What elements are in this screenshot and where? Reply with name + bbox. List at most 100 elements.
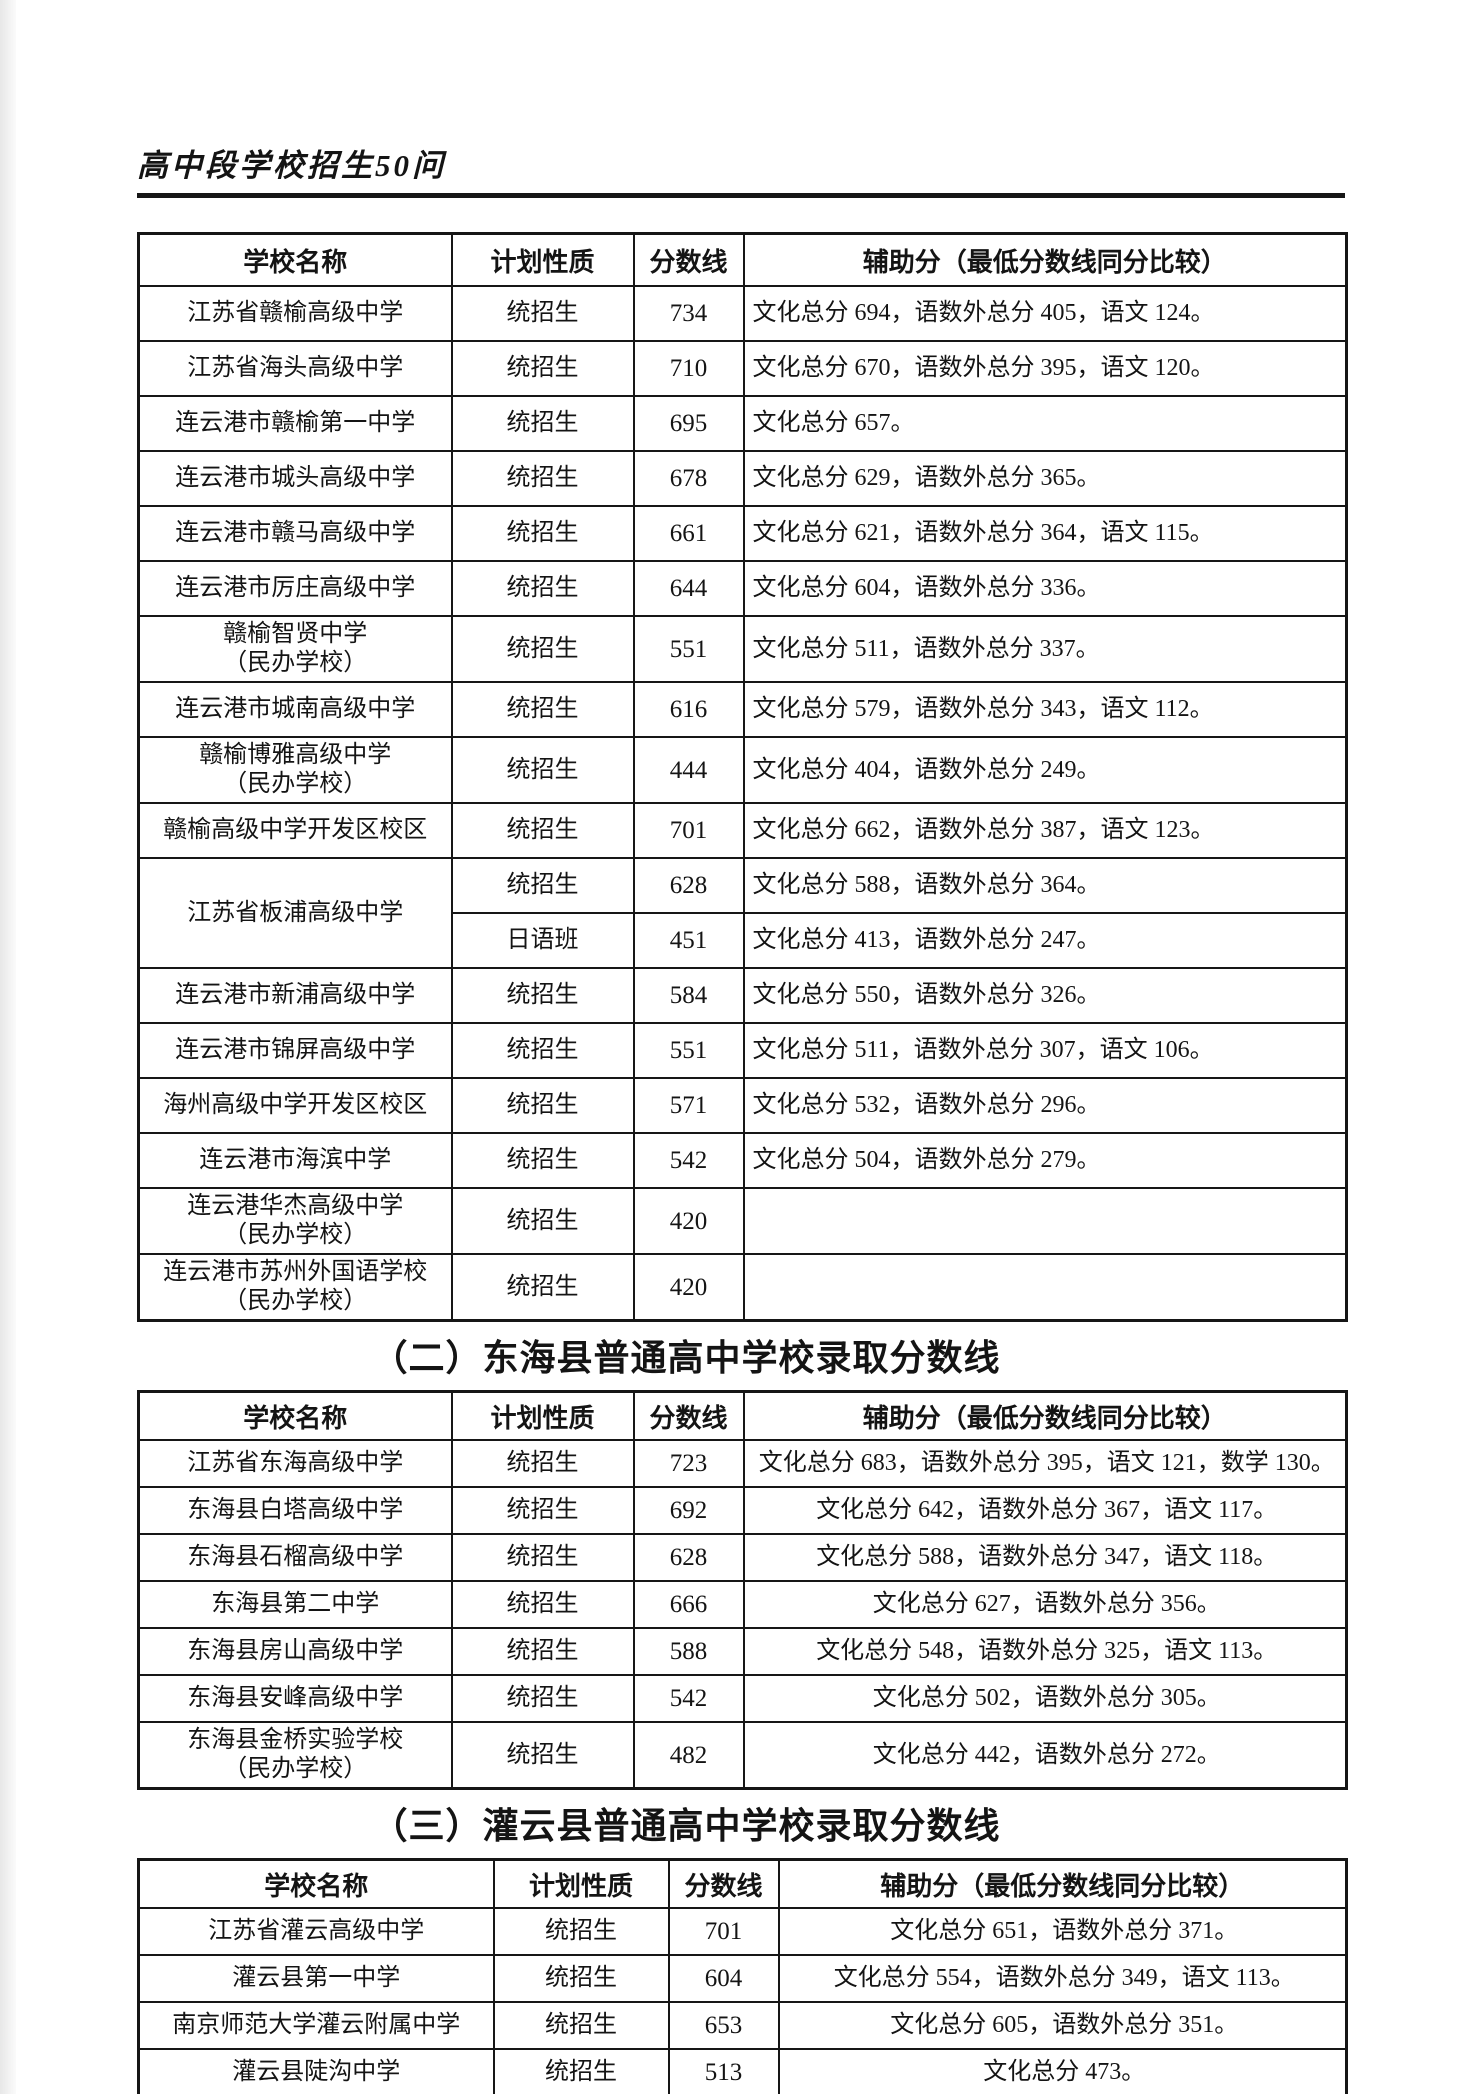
score-cell: 734 bbox=[632, 285, 745, 342]
score-cell: 584 bbox=[632, 967, 745, 1024]
plan-cell: 统招生 bbox=[450, 1486, 635, 1535]
score-cell: 542 bbox=[632, 1132, 745, 1189]
school-cell: 连云港华杰高级中学 （民办学校） bbox=[137, 1187, 453, 1255]
school-cell: 江苏省赣榆高级中学 bbox=[137, 285, 453, 342]
plan-cell: 统招生 bbox=[450, 967, 635, 1024]
column-header-aux: 辅助分（最低分数线同分比较） bbox=[777, 1858, 1348, 1909]
column-header-school: 学校名称 bbox=[137, 232, 453, 287]
score-table-3: 学校名称 计划性质 分数线 辅助分（最低分数线同分比较） 江苏省灌云高级中学 统… bbox=[137, 1858, 1348, 2094]
aux-cell: 文化总分 662，语数外总分 387，语文 123。 bbox=[742, 802, 1348, 859]
school-cell: 江苏省灌云高级中学 bbox=[137, 1907, 495, 1956]
table-header-row: 学校名称 计划性质 分数线 辅助分（最低分数线同分比较） bbox=[137, 232, 1348, 287]
school-cell: 连云港市苏州外国语学校 （民办学校） bbox=[137, 1253, 453, 1322]
aux-cell: 文化总分 502，语数外总分 305。 bbox=[742, 1674, 1348, 1723]
column-header-school: 学校名称 bbox=[137, 1390, 453, 1441]
score-cell: 444 bbox=[632, 736, 745, 804]
running-header: 高中段学校招生50问 bbox=[137, 0, 1345, 198]
school-cell: 海州高级中学开发区校区 bbox=[137, 1077, 453, 1134]
aux-cell: 文化总分 413，语数外总分 247。 bbox=[742, 912, 1348, 969]
school-cell: 南京师范大学灌云附属中学 bbox=[137, 2001, 495, 2050]
table-row: 连云港市城南高级中学 统招生 616 文化总分 579，语数外总分 343，语文… bbox=[137, 681, 1348, 738]
scan-edge-shadow bbox=[0, 0, 16, 2094]
plan-cell: 统招生 bbox=[450, 395, 635, 452]
plan-cell: 统招生 bbox=[450, 1627, 635, 1676]
score-cell: 701 bbox=[667, 1907, 780, 1956]
score-cell: 644 bbox=[632, 560, 745, 617]
plan-cell: 统招生 bbox=[450, 857, 635, 914]
school-cell: 江苏省东海高级中学 bbox=[137, 1439, 453, 1488]
aux-cell: 文化总分 629，语数外总分 365。 bbox=[742, 450, 1348, 507]
score-cell: 628 bbox=[632, 1533, 745, 1582]
aux-cell: 文化总分 683，语数外总分 395，语文 121，数学 130。 bbox=[742, 1439, 1348, 1488]
table-row: 江苏省板浦高级中学 统招生 628 文化总分 588，语数外总分 364。 bbox=[137, 857, 1348, 969]
plan-cell: 统招生 bbox=[450, 1533, 635, 1582]
table-header-row: 学校名称 计划性质 分数线 辅助分（最低分数线同分比较） bbox=[137, 1858, 1348, 1909]
table-row: 江苏省赣榆高级中学 统招生 734 文化总分 694，语数外总分 405，语文 … bbox=[137, 285, 1348, 342]
aux-cell: 文化总分 604，语数外总分 336。 bbox=[742, 560, 1348, 617]
plan-cell: 统招生 bbox=[450, 505, 635, 562]
column-header-plan: 计划性质 bbox=[450, 1390, 635, 1441]
score-cell: 695 bbox=[632, 395, 745, 452]
column-header-score: 分数线 bbox=[632, 232, 745, 287]
school-cell: 赣榆高级中学开发区校区 bbox=[137, 802, 453, 859]
table-row: 海州高级中学开发区校区 统招生 571 文化总分 532，语数外总分 296。 bbox=[137, 1077, 1348, 1134]
aux-cell: 文化总分 554，语数外总分 349，语文 113。 bbox=[777, 1954, 1348, 2003]
table-row: 江苏省海头高级中学 统招生 710 文化总分 670，语数外总分 395，语文 … bbox=[137, 340, 1348, 397]
aux-cell: 文化总分 532，语数外总分 296。 bbox=[742, 1077, 1348, 1134]
school-cell: 赣榆博雅高级中学 （民办学校） bbox=[137, 736, 453, 804]
aux-cell: 文化总分 670，语数外总分 395，语文 120。 bbox=[742, 340, 1348, 397]
plan-cell: 统招生 bbox=[450, 285, 635, 342]
aux-cell: 文化总分 642，语数外总分 367，语文 117。 bbox=[742, 1486, 1348, 1535]
table-header-row: 学校名称 计划性质 分数线 辅助分（最低分数线同分比较） bbox=[137, 1390, 1348, 1441]
table-row: 东海县房山高级中学 统招生 588 文化总分 548，语数外总分 325，语文 … bbox=[137, 1627, 1348, 1676]
plan-cell: 统招生 bbox=[450, 1674, 635, 1723]
plan-cell: 统招生 bbox=[492, 1954, 670, 2003]
score-cell: 723 bbox=[632, 1439, 745, 1488]
score-cell: 701 bbox=[632, 802, 745, 859]
column-header-plan: 计划性质 bbox=[492, 1858, 670, 1909]
school-cell: 连云港市新浦高级中学 bbox=[137, 967, 453, 1024]
plan-cell: 统招生 bbox=[450, 560, 635, 617]
school-cell: 江苏省海头高级中学 bbox=[137, 340, 453, 397]
plan-cell: 统招生 bbox=[450, 1439, 635, 1488]
score-cell: 604 bbox=[667, 1954, 780, 2003]
plan-cell: 统招生 bbox=[492, 2048, 670, 2094]
table-row: 江苏省东海高级中学 统招生 723 文化总分 683，语数外总分 395，语文 … bbox=[137, 1439, 1348, 1488]
column-header-plan: 计划性质 bbox=[450, 232, 635, 287]
table-row: 东海县安峰高级中学 统招生 542 文化总分 502，语数外总分 305。 bbox=[137, 1674, 1348, 1723]
school-cell: 连云港市城南高级中学 bbox=[137, 681, 453, 738]
plan-cell: 统招生 bbox=[450, 1022, 635, 1079]
aux-cell: 文化总分 694，语数外总分 405，语文 124。 bbox=[742, 285, 1348, 342]
table-row: 赣榆智贤中学 （民办学校） 统招生 551 文化总分 511，语数外总分 337。 bbox=[137, 615, 1348, 683]
aux-cell: 文化总分 404，语数外总分 249。 bbox=[742, 736, 1348, 804]
plan-cell: 统招生 bbox=[450, 340, 635, 397]
aux-cell: 文化总分 588，语数外总分 347，语文 118。 bbox=[742, 1533, 1348, 1582]
table-row: 连云港市赣榆第一中学 统招生 695 文化总分 657。 bbox=[137, 395, 1348, 452]
score-cell: 420 bbox=[632, 1253, 745, 1322]
aux-cell: 文化总分 511，语数外总分 307，语文 106。 bbox=[742, 1022, 1348, 1079]
table-row: 连云港市苏州外国语学校 （民办学校） 统招生 420 bbox=[137, 1253, 1348, 1322]
column-header-school: 学校名称 bbox=[137, 1858, 495, 1909]
plan-cell: 统招生 bbox=[492, 2001, 670, 2050]
score-cell: 588 bbox=[632, 1627, 745, 1676]
aux-cell: 文化总分 588，语数外总分 364。 bbox=[742, 857, 1348, 914]
column-header-score: 分数线 bbox=[667, 1858, 780, 1909]
aux-cell: 文化总分 473。 bbox=[777, 2048, 1348, 2094]
score-cell: 571 bbox=[632, 1077, 745, 1134]
aux-cell: 文化总分 511，语数外总分 337。 bbox=[742, 615, 1348, 683]
school-cell: 东海县金桥实验学校 （民办学校） bbox=[137, 1721, 453, 1790]
plan-cell: 日语班 bbox=[450, 912, 635, 969]
table-row: 东海县金桥实验学校 （民办学校） 统招生 482 文化总分 442，语数外总分 2… bbox=[137, 1721, 1348, 1790]
aux-cell bbox=[742, 1187, 1348, 1255]
plan-cell: 统招生 bbox=[450, 1077, 635, 1134]
score-table-2: 学校名称 计划性质 分数线 辅助分（最低分数线同分比较） 江苏省东海高级中学 统… bbox=[137, 1390, 1348, 1790]
score-cell: 542 bbox=[632, 1674, 745, 1723]
school-cell: 灌云县第一中学 bbox=[137, 1954, 495, 2003]
plan-cell: 统招生 bbox=[450, 1253, 635, 1322]
table-row: 连云港市锦屏高级中学 统招生 551 文化总分 511，语数外总分 307，语文… bbox=[137, 1022, 1348, 1079]
aux-cell: 文化总分 504，语数外总分 279。 bbox=[742, 1132, 1348, 1189]
table-row: 连云港市城头高级中学 统招生 678 文化总分 629，语数外总分 365。 bbox=[137, 450, 1348, 507]
table-row: 连云港华杰高级中学 （民办学校） 统招生 420 bbox=[137, 1187, 1348, 1255]
score-cell: 661 bbox=[632, 505, 745, 562]
score-cell: 482 bbox=[632, 1721, 745, 1790]
